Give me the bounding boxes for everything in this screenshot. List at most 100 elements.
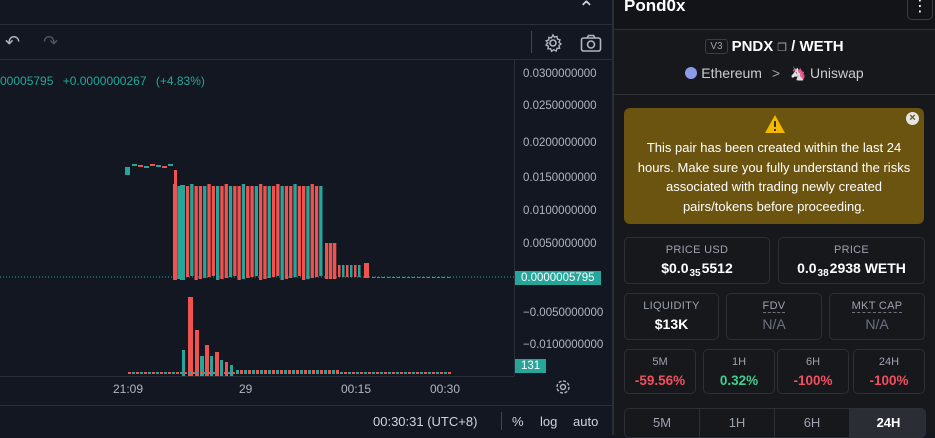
candle	[185, 186, 190, 277]
candle	[233, 186, 237, 276]
tab-5m[interactable]: 5M	[625, 409, 700, 437]
candle	[263, 186, 267, 279]
fdv-label[interactable]: FDV	[762, 300, 786, 313]
candle	[302, 186, 306, 280]
current-price-tag: 0.0000005795	[515, 271, 601, 285]
volume-bar	[332, 370, 335, 374]
volume-bar	[182, 350, 185, 376]
camera-icon[interactable]	[580, 33, 602, 56]
toolbar-divider	[531, 31, 532, 53]
candle	[276, 184, 280, 276]
candle	[174, 170, 177, 280]
volume-bar	[344, 372, 347, 374]
bottom-bar-divider	[501, 412, 502, 430]
tab-1h[interactable]: 1H	[700, 409, 775, 437]
legend-change-pct: (+4.83%)	[155, 74, 205, 88]
candle	[342, 265, 345, 277]
close-icon[interactable]: ×	[906, 112, 919, 125]
candle	[198, 186, 203, 279]
candle	[162, 166, 167, 168]
volume-bar	[260, 370, 263, 374]
candle	[138, 165, 143, 167]
candle	[150, 164, 155, 166]
version-badge: V3	[705, 39, 728, 54]
liquidity-value: $13K	[654, 316, 689, 332]
candle	[293, 184, 297, 277]
fdv-label-wrap: FDV	[727, 300, 821, 313]
info-header: Pond0x ⋮	[614, 0, 935, 30]
price-axis-label: 0.0100000000	[523, 205, 597, 217]
percent-scale-toggle[interactable]: %	[512, 414, 524, 429]
more-options-icon[interactable]: ⋮	[907, 0, 933, 20]
undo-icon[interactable]: ↶	[5, 32, 21, 52]
candle	[180, 185, 185, 280]
change-value: -59.56%	[634, 373, 686, 388]
candle	[442, 277, 445, 278]
dex-name[interactable]: Uniswap	[810, 65, 864, 81]
candle	[211, 186, 215, 276]
volume-bar	[152, 372, 155, 374]
candle	[350, 265, 353, 277]
candle	[392, 277, 395, 278]
chain-name[interactable]: Ethereum	[701, 65, 762, 81]
volume-bar	[400, 372, 403, 374]
change-value: -100%	[793, 373, 833, 388]
price-axis[interactable]: 0.0300000000 0.0250000000 0.0200000000 0…	[514, 60, 612, 376]
clock-timezone[interactable]: 00:30:31 (UTC+8)	[373, 414, 478, 429]
token-title: Pond0x	[624, 0, 686, 15]
volume-bar	[412, 372, 415, 374]
candles-group	[125, 164, 450, 280]
candle	[382, 277, 385, 278]
volume-bar	[348, 372, 351, 374]
volume-bar	[276, 370, 279, 374]
mkt-cap-value: N/A	[865, 316, 889, 332]
chevron-up-icon[interactable]: ⌃	[578, 0, 595, 20]
tab-6h[interactable]: 6H	[775, 409, 850, 437]
chevron-right-icon: >	[771, 65, 781, 81]
candlestick-plot[interactable]	[0, 60, 514, 376]
volume-bar	[164, 372, 167, 374]
change-box-24h[interactable]: 24H -100%	[853, 349, 925, 394]
volume-bar	[212, 372, 215, 374]
volume-bar	[396, 372, 399, 374]
price-axis-label: −0.0050000000	[523, 307, 604, 319]
candle	[306, 186, 310, 279]
volume-bar	[364, 372, 367, 374]
change-box-5m[interactable]: 5M -59.56%	[624, 349, 696, 394]
copy-icon[interactable]: ❐	[777, 42, 788, 54]
mkt-cap-label[interactable]: MKT CAP	[851, 300, 903, 313]
timeframe-tabs: 5M 1H 6H 24H	[624, 408, 926, 438]
chart-bottom-bar: 00:30:31 (UTC+8) % log auto	[0, 405, 612, 435]
volume-bar	[230, 365, 233, 376]
redo-icon[interactable]: ↷	[43, 32, 59, 52]
volume-bar	[436, 372, 439, 374]
price-axis-label: 0.0150000000	[523, 172, 597, 184]
settings-gear-icon[interactable]	[543, 33, 563, 56]
change-box-1h[interactable]: 1H 0.32%	[703, 349, 775, 394]
candle	[314, 186, 319, 277]
volume-bar	[252, 370, 255, 374]
volume-bar	[248, 370, 251, 374]
volume-tag: 131	[515, 359, 547, 373]
volume-bar	[392, 372, 395, 374]
price-usd-label: PRICE USD	[665, 244, 729, 256]
change-box-6h[interactable]: 6H -100%	[777, 349, 849, 394]
volume-bar	[132, 372, 135, 374]
tab-24h[interactable]: 24H	[850, 409, 925, 437]
volume-bar	[232, 372, 235, 374]
log-scale-toggle[interactable]: log	[540, 414, 558, 429]
candle	[267, 186, 271, 278]
warning-icon	[764, 114, 786, 140]
volume-bar	[268, 370, 271, 374]
candle	[220, 186, 224, 279]
auto-scale-toggle[interactable]: auto	[573, 414, 599, 429]
panel-divider[interactable]	[612, 0, 614, 435]
axis-settings-icon[interactable]	[555, 379, 571, 400]
candle	[437, 277, 440, 278]
volume-bar	[432, 372, 435, 374]
volume-bar	[440, 372, 443, 374]
volume-bar	[272, 370, 275, 374]
candle	[156, 165, 161, 167]
price-native-value: 0.0382938 WETH	[779, 260, 924, 279]
time-axis[interactable]: 21:09 29 00:15 00:30	[0, 376, 514, 404]
